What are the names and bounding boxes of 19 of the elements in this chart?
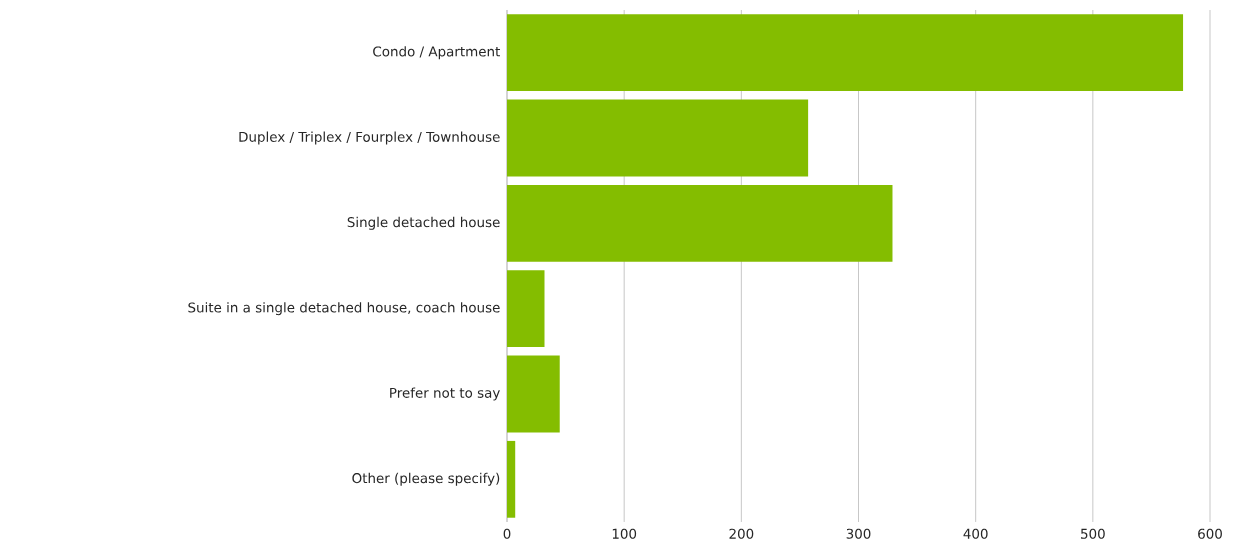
- x-tick-label: 0: [503, 528, 511, 539]
- x-tick-label: 600: [1198, 528, 1222, 539]
- y-tick-label: Condo / Apartment: [373, 46, 500, 60]
- bar: [507, 184, 893, 262]
- x-tick-label: 300: [846, 528, 871, 539]
- y-tick-label: Prefer not to say: [390, 387, 500, 401]
- x-tick-label: 100: [612, 528, 637, 539]
- x-tick-label: 400: [963, 528, 988, 539]
- y-tick-label: Suite in a single detached house, coach house: [188, 302, 500, 316]
- x-tick-label: 200: [729, 528, 754, 539]
- x-tick-label: 500: [1081, 528, 1105, 539]
- bar: [507, 99, 809, 177]
- y-tick-label: Single detached house: [347, 216, 500, 230]
- bar: [507, 355, 560, 433]
- bar: [507, 270, 545, 348]
- y-tick-label: Other (please specify): [352, 472, 500, 486]
- y-tick-label: Duplex / Triplex / Fourplex / Townhouse: [239, 131, 500, 145]
- bar: [507, 14, 1184, 92]
- bar: [507, 440, 516, 518]
